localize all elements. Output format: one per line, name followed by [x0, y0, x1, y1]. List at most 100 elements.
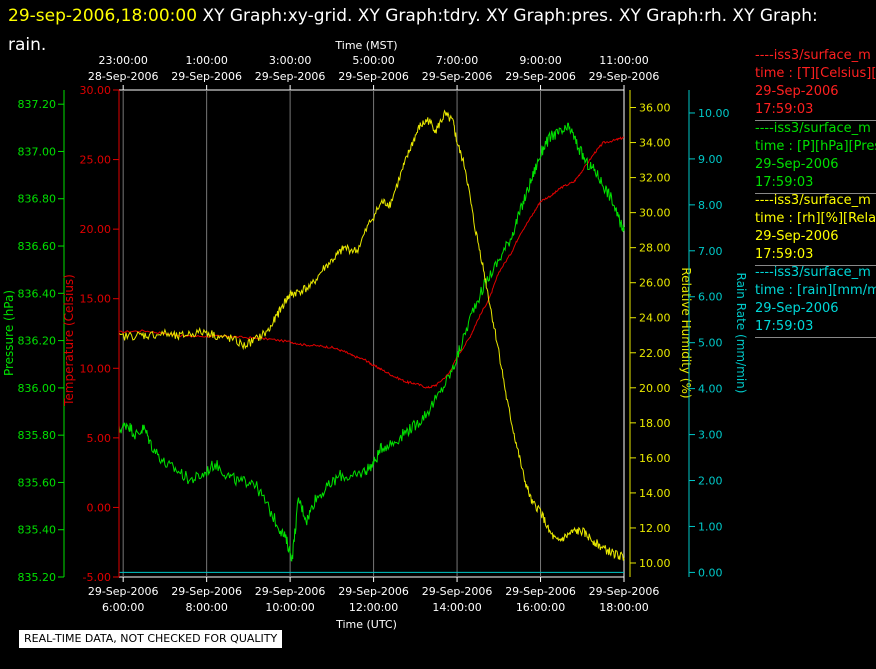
pressure-axis-label: Pressure (hPa): [2, 290, 16, 376]
pressure-tick-label: 836.40: [18, 287, 57, 300]
legend-time: 17:59:03: [755, 319, 814, 334]
legend-series: ----iss3/surface_m: [755, 193, 871, 208]
legend-separator: [755, 265, 876, 266]
legend-units: time : [rh][%][Relativ: [755, 211, 876, 226]
pressure-tick-label: 835.40: [18, 524, 57, 537]
pressure-tick-label: 835.80: [18, 429, 57, 442]
x-bottom-tick-date: 29-Sep-2006: [171, 585, 242, 598]
legend-time: 17:59:03: [755, 247, 814, 262]
x-top-tick-time: 1:00:00: [185, 54, 227, 67]
legend-time: 17:59:03: [755, 175, 814, 190]
temperature-tick-label: 10.00: [80, 362, 112, 375]
rh-tick-label: 34.00: [639, 137, 671, 150]
legend-separator: [755, 120, 876, 121]
rain-tick-label: 5.00: [698, 337, 723, 350]
x-top-tick-date: 28-Sep-2006: [88, 70, 159, 83]
x-bottom-tick-time: 12:00:00: [349, 601, 398, 614]
x-bottom-tick-date: 29-Sep-2006: [88, 585, 159, 598]
legend-date: 29-Sep-2006: [755, 301, 839, 316]
legend-date: 29-Sep-2006: [755, 84, 839, 99]
rh-tick-label: 32.00: [639, 172, 671, 185]
legend-separator: [755, 337, 876, 338]
x-bottom-tick-date: 29-Sep-2006: [505, 585, 576, 598]
x-top-axis-label: Time (MST): [334, 39, 397, 52]
rh-tick-label: 20.00: [639, 382, 671, 395]
quality-note: REAL-TIME DATA, NOT CHECKED FOR QUALITY: [19, 630, 283, 648]
x-bottom-tick-date: 29-Sep-2006: [338, 585, 409, 598]
legend-date: 29-Sep-2006: [755, 229, 839, 244]
pressure-tick-label: 836.60: [18, 240, 57, 253]
x-top-tick-date: 29-Sep-2006: [505, 70, 576, 83]
x-bottom-tick-date: 29-Sep-2006: [422, 585, 493, 598]
pressure-tick-label: 835.20: [18, 571, 57, 584]
rh-tick-label: 36.00: [639, 102, 671, 115]
temperature-tick-label: 25.00: [80, 154, 112, 167]
series-line-temperature: [118, 136, 625, 389]
plot-frame: [118, 89, 625, 578]
rain-tick-label: 6.00: [698, 291, 723, 304]
x-bottom-axis-label: Time (UTC): [335, 618, 397, 631]
x-bottom-tick-time: 6:00:00: [102, 601, 144, 614]
x-top-tick-date: 29-Sep-2006: [255, 70, 326, 83]
legend-units: time : [rain][mm/min: [755, 283, 876, 298]
x-top-tick-time: 23:00:00: [98, 54, 147, 67]
rain-axis-label: Rain Rate (mm/min): [734, 273, 748, 394]
x-bottom-tick-time: 10:00:00: [265, 601, 314, 614]
x-bottom-tick-date: 29-Sep-2006: [255, 585, 326, 598]
x-bottom-tick-time: 14:00:00: [432, 601, 481, 614]
x-top-tick-date: 29-Sep-2006: [171, 70, 242, 83]
graph-header: 29-sep-2006,18:00:00 XY Graph:xy-grid. X…: [8, 2, 868, 60]
temperature-tick-label: 5.00: [87, 432, 112, 445]
series-line-rh: [118, 109, 625, 561]
header-graph-list-continued: rain.: [8, 35, 47, 55]
temperature-tick-label: -5.00: [83, 571, 111, 584]
pressure-tick-label: 837.00: [18, 145, 57, 158]
temperature-tick-label: 30.00: [80, 84, 112, 97]
legend-time: 17:59:03: [755, 102, 814, 117]
pressure-tick-label: 836.20: [18, 335, 57, 348]
pressure-tick-label: 836.80: [18, 193, 57, 206]
temperature-axis-label: Temperature (Celsius): [62, 274, 76, 407]
rh-axis-label: Relative Humidity (%): [679, 267, 693, 398]
legend-date: 29-Sep-2006: [755, 157, 839, 172]
x-bottom-tick-time: 8:00:00: [185, 601, 227, 614]
series-lines: [118, 109, 625, 573]
x-bottom-tick-date: 29-Sep-2006: [589, 585, 660, 598]
rh-tick-label: 22.00: [639, 347, 671, 360]
legend-units: time : [P][hPa][Pres: [755, 139, 876, 154]
x-bottom-tick-time: 16:00:00: [516, 601, 565, 614]
legend-units: time : [T][Celsius][T: [755, 66, 876, 81]
rh-tick-label: 24.00: [639, 312, 671, 325]
temperature-tick-label: 0.00: [87, 501, 112, 514]
header-timestamp: 29-sep-2006,18:00:00: [8, 6, 198, 26]
series-line-pressure: [118, 122, 625, 562]
x-top-tick-date: 29-Sep-2006: [422, 70, 493, 83]
rh-tick-label: 28.00: [639, 242, 671, 255]
pressure-tick-label: 837.20: [18, 98, 57, 111]
rain-tick-label: 0.00: [698, 566, 723, 579]
legend-series: ----iss3/surface_m: [755, 121, 871, 136]
legend-series: ----iss3/surface_m: [755, 48, 871, 63]
pressure-tick-label: 835.60: [18, 476, 57, 489]
x-bottom-tick-time: 18:00:00: [599, 601, 648, 614]
axes: 29-Sep-2006 6:00:00 23:00:00 28-Sep-2006 29-…: [2, 39, 748, 631]
x-top-tick-time: 5:00:00: [352, 54, 394, 67]
rain-tick-label: 9.00: [698, 153, 723, 166]
rh-tick-label: 16.00: [639, 452, 671, 465]
rh-tick-label: 30.00: [639, 207, 671, 220]
rain-tick-label: 1.00: [698, 520, 723, 533]
temperature-tick-label: 15.00: [80, 293, 112, 306]
rain-tick-label: 7.00: [698, 245, 723, 258]
rh-tick-label: 12.00: [639, 522, 671, 535]
rain-tick-label: 8.00: [698, 199, 723, 212]
rh-tick-label: 10.00: [639, 557, 671, 570]
grid-lines: [118, 89, 625, 578]
rain-tick-label: 2.00: [698, 475, 723, 488]
rh-tick-label: 14.00: [639, 487, 671, 500]
x-top-tick-time: 9:00:00: [519, 54, 561, 67]
rain-tick-label: 3.00: [698, 429, 723, 442]
